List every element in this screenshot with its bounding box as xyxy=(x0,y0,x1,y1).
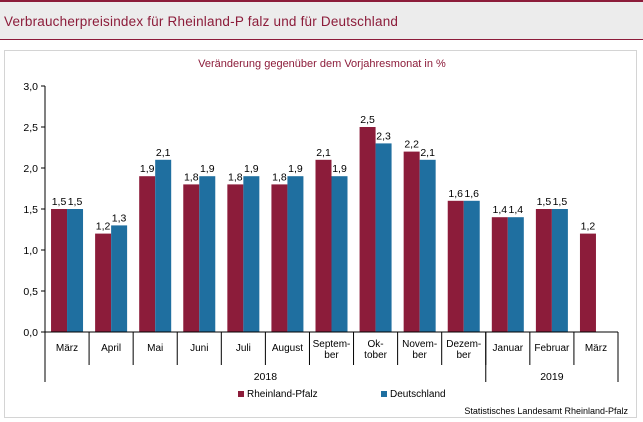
bar xyxy=(227,184,244,332)
bar-value-label: 2,1 xyxy=(316,147,331,159)
bar xyxy=(155,159,172,332)
y-tick-label: 3,0 xyxy=(23,81,38,93)
bar-value-label: 2,1 xyxy=(156,147,171,159)
bar xyxy=(111,225,128,332)
y-tick-label: 0,5 xyxy=(23,286,38,298)
y-tick-label: 0,0 xyxy=(23,327,38,339)
legend-label: Deutschland xyxy=(390,389,446,400)
bar-value-label: 1,9 xyxy=(288,163,303,175)
year-label: 2018 xyxy=(254,371,278,383)
bar xyxy=(271,184,288,332)
bar xyxy=(535,209,552,332)
x-tick-label: ber xyxy=(457,350,472,361)
bar xyxy=(447,200,464,332)
bar-value-label: 1,5 xyxy=(68,196,83,208)
x-tick-label: ber xyxy=(412,350,427,361)
bar-value-label: 1,6 xyxy=(448,188,463,200)
x-tick-label: Mai xyxy=(147,343,163,354)
x-tick-label: Juli xyxy=(236,343,251,354)
year-label: 2019 xyxy=(540,371,564,383)
bar xyxy=(183,184,200,332)
bar xyxy=(491,217,508,332)
x-tick-label: Septem- xyxy=(313,339,351,350)
x-tick-label: Juni xyxy=(190,343,208,354)
bar xyxy=(579,233,596,332)
y-tick-label: 2,0 xyxy=(23,163,38,175)
bar xyxy=(331,176,348,332)
bar xyxy=(287,176,304,332)
bar-value-label: 1,6 xyxy=(464,188,479,200)
bar-value-label: 1,8 xyxy=(272,171,287,183)
legend-swatch xyxy=(238,391,244,397)
bar-value-label: 1,9 xyxy=(244,163,259,175)
title-bar: Verbraucherpreisindex für Rheinland-P fa… xyxy=(0,0,643,40)
bar-value-label: 1,4 xyxy=(493,204,508,216)
x-tick-label: tober xyxy=(364,350,387,361)
bar-value-label: 1,4 xyxy=(509,204,524,216)
bar-value-label: 2,2 xyxy=(404,139,419,151)
x-tick-label: ber xyxy=(324,350,339,361)
chart-subtitle: Veränderung gegenüber dem Vorjahresmonat… xyxy=(198,58,446,70)
x-tick-label: April xyxy=(101,343,121,354)
bar-value-label: 2,3 xyxy=(376,130,391,142)
bar xyxy=(359,127,376,332)
legend-swatch xyxy=(381,391,387,397)
bar xyxy=(419,159,436,332)
bar-value-label: 1,9 xyxy=(140,163,155,175)
bar xyxy=(507,217,524,332)
x-tick-label: Februar xyxy=(534,343,570,354)
x-tick-label: Ok- xyxy=(368,339,384,350)
bar xyxy=(243,176,260,332)
legend-label: Rheinland-Pfalz xyxy=(247,389,318,400)
bar xyxy=(463,200,480,332)
bar xyxy=(199,176,216,332)
x-tick-label: März xyxy=(56,343,78,354)
x-tick-label: Januar xyxy=(493,343,524,354)
bar-value-label: 1,8 xyxy=(184,171,199,183)
bar xyxy=(95,233,112,332)
x-tick-label: Novem- xyxy=(402,339,437,350)
bar-value-label: 1,8 xyxy=(228,171,243,183)
bar-value-label: 2,1 xyxy=(420,147,435,159)
bar-value-label: 1,5 xyxy=(537,196,552,208)
y-tick-label: 2,5 xyxy=(23,122,38,134)
bar-value-label: 2,5 xyxy=(360,114,375,126)
bar xyxy=(51,209,68,332)
y-tick-label: 1,5 xyxy=(23,204,38,216)
bar-value-label: 1,2 xyxy=(96,221,111,233)
page-title: Verbraucherpreisindex für Rheinland-P fa… xyxy=(4,14,399,29)
bar xyxy=(403,151,420,332)
bar-value-label: 1,5 xyxy=(553,196,568,208)
bar-value-label: 1,9 xyxy=(332,163,347,175)
bar-value-label: 1,5 xyxy=(52,196,67,208)
y-tick-label: 1,0 xyxy=(23,245,38,257)
source-note: Statistisches Landesamt Rheinland-Pfalz xyxy=(464,406,628,416)
x-tick-label: Dezem- xyxy=(446,339,481,350)
bar-value-label: 1,2 xyxy=(581,221,596,233)
bar xyxy=(551,209,568,332)
bar xyxy=(139,176,156,332)
bar xyxy=(67,209,84,332)
bar-value-label: 1,3 xyxy=(112,212,127,224)
x-tick-label: August xyxy=(272,343,303,354)
bar xyxy=(315,159,332,332)
bar xyxy=(375,143,392,332)
x-tick-label: März xyxy=(585,343,607,354)
bar-value-label: 1,9 xyxy=(200,163,215,175)
